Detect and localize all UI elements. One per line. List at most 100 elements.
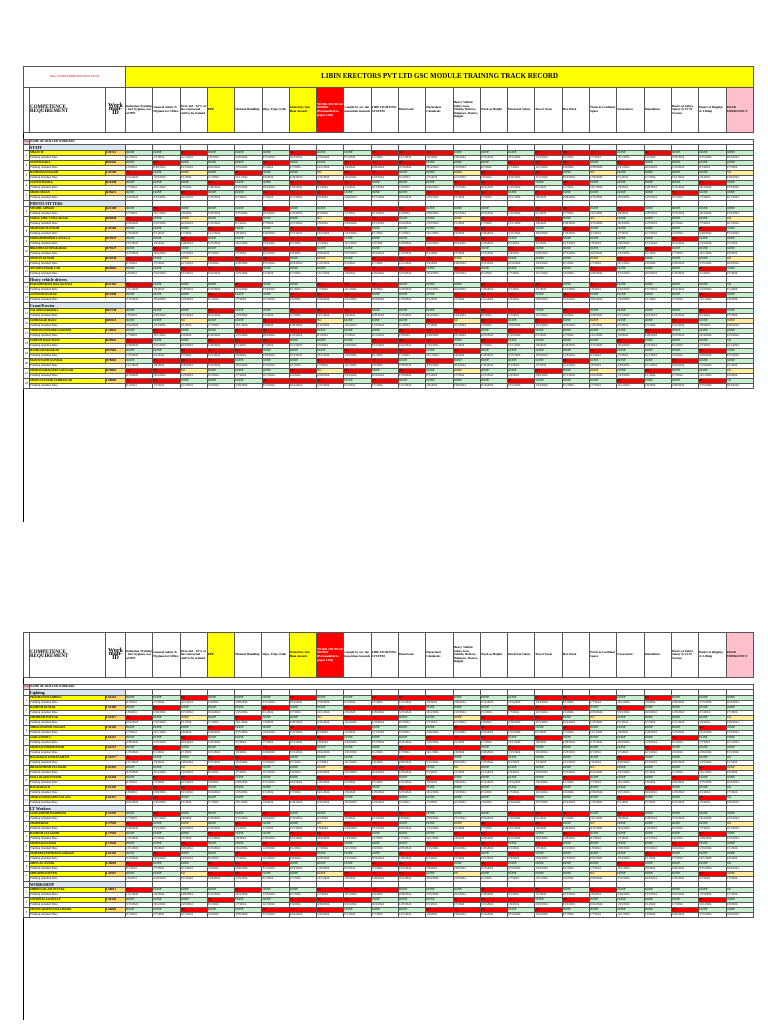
date-cell: 1/7/2024 xyxy=(589,383,618,389)
column-header: General Safety & Hygiene for Office xyxy=(152,632,181,678)
table-row: 20 MANJUNATH GUNDAL R78061 DONE NO NO NO DONE DO… xyxy=(23,358,755,369)
table-row: 3 RATHI BALDAGATI L54706 NO DONE DONE DONE NO DO… xyxy=(23,170,755,181)
spacer-row xyxy=(23,132,754,140)
date-cell: 3/15/2024 xyxy=(479,383,509,389)
column-header: Hot Work xyxy=(561,87,591,133)
training-table-1: Note: VCMO TRDM 02/01/2024 UP TO LIBIN ER… xyxy=(22,66,755,389)
table-row: 8 SHAHAMI MANSOH L54706 DONE DONE DONE NO DONE D… xyxy=(23,226,755,237)
column-header: General Safety & Hygiene for Office xyxy=(152,87,181,133)
spacer-row xyxy=(23,677,754,685)
column-header: First-Aid - 10% of the contracted staff … xyxy=(179,87,208,133)
table-row: 1 SHAJU M L55721 DONE DONE NO DONE DONE DONE NO DO… xyxy=(23,150,755,161)
table-row: 3 SHANKARAPPA HALLIMARI L28094 DONE DONE NO DO… xyxy=(23,907,754,918)
date-cell: 1/9/2024 xyxy=(643,383,672,389)
table-row: 14 SANTOSH KUMAR R12068 DONE DONE DONE NO DONE D… xyxy=(23,292,755,303)
column-header: Stretch by Sun Heat Awards xyxy=(288,87,318,133)
table-row: 2 SATISH ALAGAWALE L58136 DONE DONE DONE NO DON… xyxy=(23,897,754,908)
table-row: 6 SHIVLAL NAYAK L28094 NO DONE DONE NO NO NO DONE… xyxy=(23,861,754,872)
date-cell: 2/29/2024 xyxy=(670,912,700,918)
column-header: Hand tools xyxy=(397,632,427,678)
date-cell: 3/15/2024 xyxy=(261,383,290,389)
column-header: Manual Handling xyxy=(234,632,263,678)
date-cell: 2/29/2024 xyxy=(234,383,263,389)
column-header: Basics of Safety Safety & TCW System xyxy=(670,632,700,678)
table-row: 13 PARAMESHAM MALAGANGI R21362 NO DONE DONE DO… xyxy=(23,282,755,293)
date-cell: 10/4/2024 xyxy=(725,383,755,389)
work-id-header: Work man- ID xyxy=(104,87,127,133)
date-cell: 12/1/2024 xyxy=(179,912,208,918)
training-record-sheet-1: Note: VCMO TRDM 02/01/2024 UP TO LIBIN ER… xyxy=(22,66,755,389)
date-cell: 3/15/2024 xyxy=(479,912,509,918)
table-row: Training attended Date 12/1/2024 1/9/2024 2… xyxy=(24,760,754,766)
date-cell: 12/1/2024 xyxy=(179,383,208,389)
column-header: ROAD EMERGENCY xyxy=(725,87,755,133)
date-cell: 1/7/2024 xyxy=(152,912,181,918)
date-cell: 0/1/2024 xyxy=(561,912,591,918)
date-cell: 1/7/2024 xyxy=(152,383,181,389)
column-header: Caught by on- the hazardous hazards xyxy=(343,87,372,133)
column-header: Hot Work xyxy=(561,632,591,678)
column-header: Induction Training - incl. hygiene, use … xyxy=(124,632,154,678)
table-row: Training attended Date 3/15/2024 10/4/2024… xyxy=(24,770,754,776)
column-header: Slips, Trips, Falls xyxy=(261,87,290,133)
column-header: Basics of Rigging & Lifting xyxy=(698,87,727,133)
date-cell: 3/15/2024 xyxy=(261,912,290,918)
work-id-header: Work man- ID xyxy=(105,632,126,678)
date-cell: 1/23/2024 xyxy=(316,383,345,389)
table-row: Training attended Date 0/1/2024 1/7/2024 12… xyxy=(24,780,754,786)
column-header: Caught by on- the hazardous hazards xyxy=(343,632,372,678)
column-header: Heavy Vehicle Safety Gen., Vehicle, Bulv… xyxy=(452,87,481,133)
column-header: First-Aid - 10% of the contracted staff … xyxy=(179,632,208,678)
competence-header: COMPETENCE REQUIREMENT xyxy=(29,632,106,678)
date-cell: 0/1/2024 xyxy=(561,383,591,389)
table-row: 11 SHARANABASAPPA YALAGI L64437 NO NO DONE DON… xyxy=(23,795,754,806)
date-cell: 12/1/2024 xyxy=(616,912,645,918)
column-header: Basics of Rigging & Lifting xyxy=(698,632,727,678)
column-header: Excavation xyxy=(616,632,645,678)
column-header: Slips, Trips, Falls xyxy=(261,632,290,678)
sheet-title: LIBIN ERECTORS PVT LTD GSC MODULE TRAINI… xyxy=(125,66,755,88)
table-row: 7 SARAS APPU CHACAKARI R66058 NO DONE DONE DON… xyxy=(23,216,755,227)
date-cell: 1/9/2024 xyxy=(206,383,236,389)
date-cell: 12/1/2024 xyxy=(397,912,427,918)
column-header: Stretch by Sun Heat Awards xyxy=(288,632,318,678)
table-row: 6 MUSHIL AHMAD R21288 DONE NO DONE DONE DONE NO D… xyxy=(23,206,755,217)
column-header: Work at Height xyxy=(479,87,509,133)
column-header: WORK ON NEAR WATER (Paramedical to paper… xyxy=(316,87,345,133)
date-cell: 3/15/2024 xyxy=(698,383,727,389)
table-row: 2 SUJITH KAKA B82520 DONE NO DONE DONE DONE NO DO… xyxy=(23,160,755,171)
date-cell: 1/23/2024 xyxy=(316,912,345,918)
date-cell: 0/1/2024 xyxy=(343,912,372,918)
date-cell: 1/7/2024 xyxy=(370,383,399,389)
date-cell: 10/4/2024 xyxy=(507,383,536,389)
attended-label: Training attended Date xyxy=(29,912,126,918)
table-row: Training attended Date 1/23/2024 0/1/2024 1… xyxy=(24,750,754,756)
table-row: 5 SARCANESH G L64213 DONE DONE NO DONE DONE NO NO… xyxy=(23,735,754,746)
column-header: Induction Training - incl. hygiene, use … xyxy=(125,87,154,133)
date-cell: 1/7/2024 xyxy=(589,912,618,918)
table-row: 18 SURESH BAGUWANI R28961 NO DONE DONE NO NO NO D… xyxy=(23,338,755,349)
training-table-2: COMPETENCE REQUIREMENT Work man- ID Induct… xyxy=(23,632,754,918)
date-cell: 10/4/2024 xyxy=(725,912,754,918)
column-header: Electrical Safety xyxy=(507,632,536,678)
column-header: Work in Confined Space xyxy=(589,632,618,678)
table-row: 9 MALLIKARJUN PATIL L64438 DONE NO NO NO DONE DO… xyxy=(23,775,754,786)
column-header: Electrical Safety xyxy=(507,87,536,133)
column-header: ROAD EMERGENCY xyxy=(725,632,754,678)
date-cell: 2/29/2024 xyxy=(234,912,263,918)
date-cell: 1/9/2024 xyxy=(425,912,454,918)
date-cell: 1/23/2024 xyxy=(534,383,563,389)
table-row: Training attended Date 2/29/2024 3/15/2024… xyxy=(24,740,754,746)
date-cell: 10/4/2024 xyxy=(288,383,318,389)
table-row: 4 SHRALINGESH ANGADI L54128 DONE DONE DONE NO D… xyxy=(23,725,754,736)
column-header: Excavation xyxy=(616,87,645,133)
column-header: Manual Handling xyxy=(234,87,263,133)
column-header: Demolition xyxy=(643,632,672,678)
column-header: Power Tools xyxy=(534,87,563,133)
column-header: FIRE FIGHTING SYSTEM xyxy=(370,87,399,133)
sheet-note: Note: VCMO TRDM 02/01/2024 UP TO xyxy=(22,66,127,88)
table-row: Training attended Date 12/1/2024 1/9/2024 2… xyxy=(24,287,755,293)
date-cell: 1/23/2024 xyxy=(534,912,563,918)
date-cell: 0/1/2024 xyxy=(125,383,154,389)
date-cell: 10/4/2024 xyxy=(507,912,536,918)
